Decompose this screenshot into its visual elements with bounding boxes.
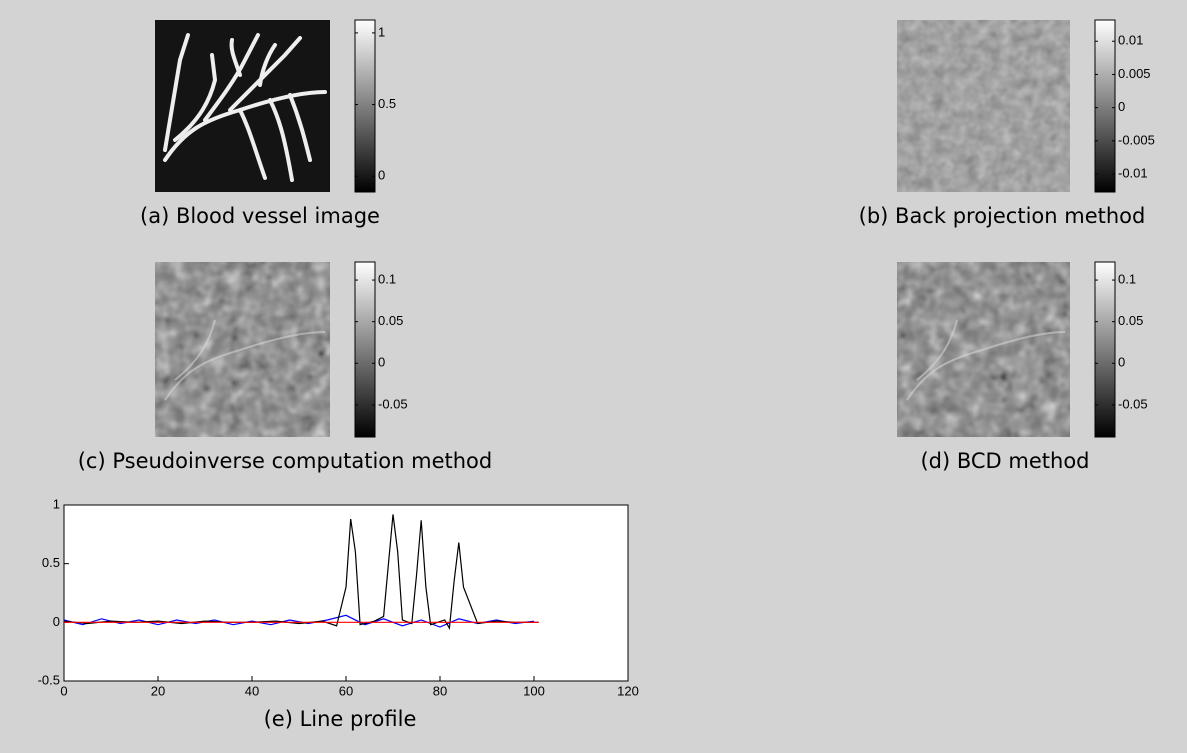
- tick-label: 0.005: [1118, 66, 1151, 81]
- x-tick-label: 80: [433, 683, 447, 698]
- series-line: [63, 514, 539, 631]
- tick-label: 0.1: [1118, 271, 1136, 286]
- backprojection-image: [897, 20, 1070, 192]
- colorbar: [354, 261, 376, 438]
- x-tick-label: 120: [617, 683, 639, 698]
- y-tick-label: -0.5: [38, 672, 60, 687]
- x-tick-label: 0: [60, 683, 67, 698]
- tick-label: -0.05: [1118, 396, 1148, 411]
- colorbar: [1094, 19, 1116, 193]
- tick-label: -0.05: [378, 396, 408, 411]
- x-tick-label: 20: [151, 683, 165, 698]
- x-tick-label: 40: [245, 683, 259, 698]
- plot-area: [63, 504, 629, 682]
- tick-label: 1: [378, 24, 385, 39]
- tick-label: 0: [1118, 355, 1125, 370]
- x-tick-label: 60: [339, 683, 353, 698]
- tick-label: 0.05: [1118, 313, 1143, 328]
- y-tick-label: 1: [53, 496, 60, 511]
- tick-label: 0: [378, 168, 385, 183]
- bcd-image: [897, 262, 1070, 437]
- tick-label: 0.5: [378, 96, 396, 111]
- tick-label: 0: [378, 355, 385, 370]
- tick-label: 0.05: [378, 313, 403, 328]
- caption: (d) BCD method: [920, 449, 1089, 473]
- caption: (b) Back projection method: [859, 204, 1146, 228]
- colorbar: [1094, 261, 1116, 438]
- tick-label: 0: [1118, 99, 1125, 114]
- x-tick-label: 100: [523, 683, 545, 698]
- caption: (a) Blood vessel image: [140, 204, 380, 228]
- caption: (c) Pseudoinverse computation method: [78, 449, 493, 473]
- tick-label: -0.005: [1118, 132, 1155, 147]
- colorbar: [354, 19, 376, 193]
- tick-label: -0.01: [1118, 166, 1148, 181]
- caption: (e) Line profile: [264, 707, 417, 731]
- vessel-image: [155, 20, 330, 192]
- tick-label: 0.1: [378, 271, 396, 286]
- y-tick-label: 0: [53, 614, 60, 629]
- y-tick-label: 0.5: [42, 555, 60, 570]
- pseudoinverse-image: [155, 262, 330, 437]
- tick-label: 0.01: [1118, 33, 1143, 48]
